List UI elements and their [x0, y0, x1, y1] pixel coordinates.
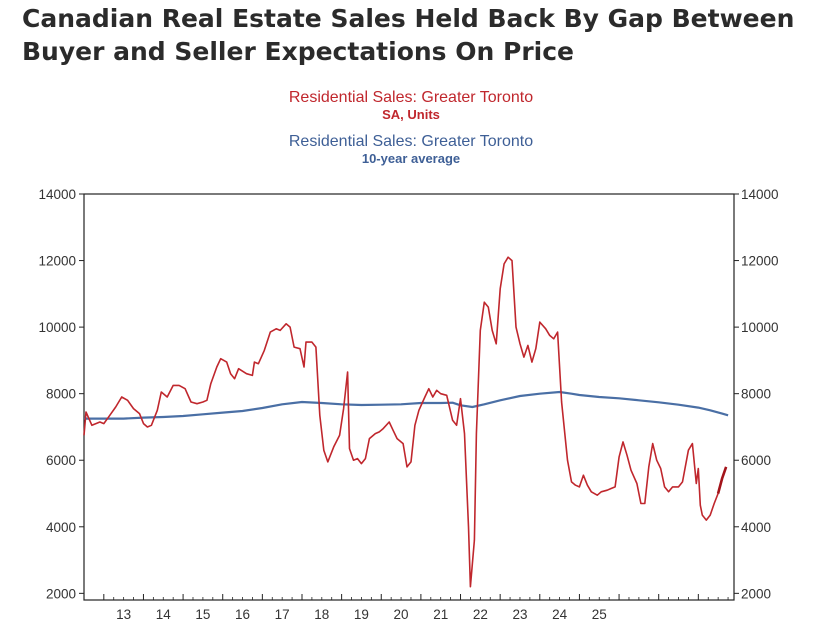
y-tick-label-left: 6000 — [46, 453, 76, 468]
y-tick-label-left: 14000 — [38, 187, 76, 202]
series-line-sales — [83, 256, 727, 588]
legend-series-1: Residential Sales: Greater Toronto SA, U… — [0, 89, 822, 122]
legend-series-2-subtitle: 10-year average — [361, 151, 461, 166]
plot-frame — [83, 193, 735, 601]
x-tick-label: 19 — [354, 607, 369, 622]
legend-series-2: Residential Sales: Greater Toronto 10-ye… — [0, 133, 822, 166]
y-tick-label-right: 12000 — [741, 254, 779, 269]
y-tick-label-right: 4000 — [741, 520, 771, 535]
series-line-sales-latest — [716, 466, 728, 494]
y-tick-label-right: 10000 — [741, 320, 779, 335]
chart-headline: Canadian Real Estate Sales Held Back By … — [22, 4, 795, 66]
y-tick-label-right: 2000 — [741, 586, 771, 601]
y-tick-label-right: 6000 — [741, 453, 771, 468]
y-tick-label-left: 8000 — [46, 387, 76, 402]
x-tick-label: 25 — [592, 607, 607, 622]
legend-series-2-name: Residential Sales: Greater Toronto — [288, 133, 534, 150]
x-tick-label: 20 — [394, 607, 409, 622]
x-tick-label: 14 — [156, 607, 172, 622]
x-tick-label: 18 — [314, 607, 329, 622]
y-tick-label-right: 8000 — [741, 387, 771, 402]
x-tick-label: 24 — [552, 607, 568, 622]
y-tick-label-left: 12000 — [38, 254, 76, 269]
legend-series-1-subtitle: SA, Units — [382, 107, 440, 122]
x-tick-label: 13 — [116, 607, 131, 622]
x-tick-label: 21 — [433, 607, 448, 622]
legend-series-1-name: Residential Sales: Greater Toronto — [288, 89, 534, 106]
x-tick-label: 16 — [235, 607, 250, 622]
series-line-10yr-average — [84, 390, 729, 420]
y-tick-label-left: 2000 — [46, 586, 76, 601]
y-tick-label-left: 10000 — [38, 320, 76, 335]
y-tick-label-right: 14000 — [741, 187, 779, 202]
x-tick-label: 17 — [275, 607, 290, 622]
y-tick-label-left: 4000 — [46, 520, 76, 535]
x-tick-label: 15 — [195, 607, 210, 622]
x-tick-label: 22 — [473, 607, 488, 622]
x-tick-label: 23 — [512, 607, 527, 622]
